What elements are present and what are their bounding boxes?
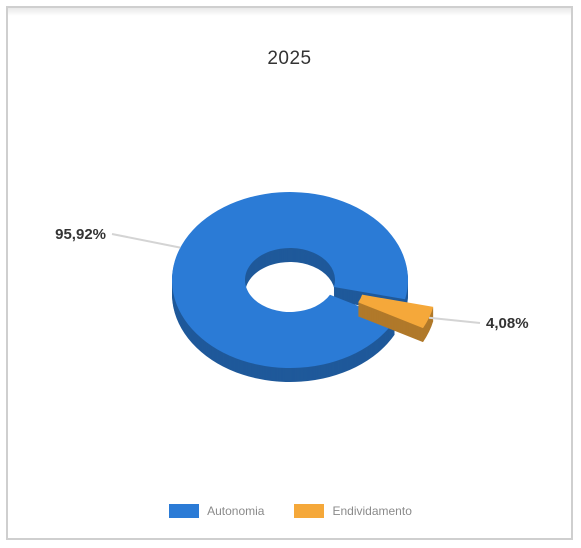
data-label-endividamento: 4,08% [486, 315, 529, 332]
leader-line-endividamento [428, 316, 481, 324]
legend: Autonomia Endividamento [0, 504, 581, 518]
legend-swatch-autonomia [169, 504, 200, 518]
slice-endividamento[interactable] [358, 294, 434, 343]
legend-item-endividamento[interactable]: Endividamento [294, 504, 412, 518]
legend-label-endividamento: Endividamento [332, 504, 412, 518]
data-label-autonomia: 95,92% [55, 226, 106, 243]
legend-swatch-endividamento [294, 504, 325, 518]
legend-label-autonomia: Autonomia [207, 504, 265, 518]
chart-frame: 2025 [6, 6, 573, 540]
slice-endividamento-top [358, 294, 434, 329]
slice-autonomia-top [171, 192, 408, 369]
slice-autonomia[interactable] [171, 192, 408, 383]
legend-item-autonomia[interactable]: Autonomia [169, 504, 264, 518]
chart-title: 2025 [267, 48, 312, 69]
leader-line-autonomia [111, 233, 181, 249]
